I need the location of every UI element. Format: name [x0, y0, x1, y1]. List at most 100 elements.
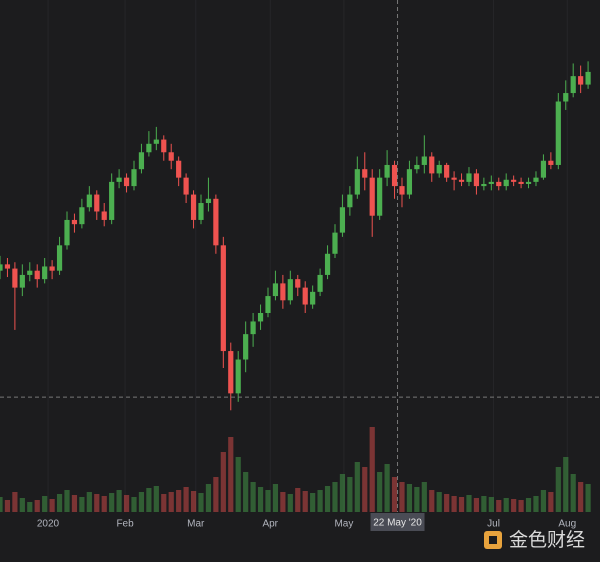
volume-bar [429, 490, 435, 512]
volume-bar [213, 477, 219, 512]
candle-body [429, 156, 435, 174]
volume-bar [339, 474, 346, 512]
candle-body [421, 156, 427, 165]
candle-body [384, 164, 390, 178]
candle-body [220, 245, 226, 352]
volume-bar [511, 499, 517, 512]
candle-body [451, 177, 457, 180]
volume-bar [466, 495, 472, 512]
volume-bar [518, 500, 524, 512]
volume-bar [444, 494, 450, 512]
candle-body [257, 312, 264, 322]
volume-bar [27, 502, 33, 512]
volume-bar [176, 490, 182, 512]
candle-body [131, 169, 137, 187]
volume-bar [101, 496, 107, 512]
volume-bar [496, 500, 502, 512]
volume-bar [131, 497, 137, 512]
candle-body [391, 164, 398, 187]
volume-bar [4, 500, 11, 512]
candle-body [488, 181, 494, 184]
volume-bar [205, 484, 212, 512]
candle-body [168, 152, 174, 161]
candle-body [79, 207, 85, 225]
candle-body [362, 169, 368, 178]
volume-bar [369, 427, 375, 512]
volume-bar [555, 467, 561, 512]
volume-bar [548, 492, 554, 512]
candle-body [287, 279, 293, 301]
volume-bar [280, 492, 286, 512]
candle-body [138, 152, 145, 170]
volume-bar [34, 500, 40, 512]
candle-body [205, 198, 212, 204]
volume-bar [183, 487, 189, 512]
candle-body [243, 334, 249, 360]
volume-bar [86, 492, 92, 512]
candle-body [511, 179, 517, 182]
volume-bar [354, 462, 360, 512]
candle-layer [0, 61, 591, 411]
candle-body [101, 211, 107, 220]
volume-bar [42, 496, 48, 512]
x-tick-label: Aug [558, 519, 576, 530]
volume-bar [109, 493, 115, 512]
volume-bar [570, 474, 576, 512]
candle-body [116, 177, 122, 182]
x-tick-label: May [334, 519, 353, 530]
x-tick-label: Jul [487, 519, 500, 530]
volume-bar [391, 477, 398, 512]
candle-body [295, 279, 301, 288]
crosshair-label: 22 May '20 [373, 518, 422, 529]
x-tick-label: Feb [116, 519, 134, 530]
volume-bar [317, 490, 323, 512]
watermark-text: 金色财经 [509, 529, 585, 551]
candle-body [109, 181, 115, 220]
candle-body [518, 181, 524, 184]
candle-body [399, 186, 405, 195]
candle-body [183, 177, 189, 195]
volume-bar [406, 484, 413, 512]
volume-bar [362, 467, 368, 512]
candle-body [71, 219, 78, 225]
candle-body [176, 160, 182, 178]
candle-body [406, 169, 413, 195]
candle-body [339, 207, 346, 233]
candle-body [213, 198, 219, 246]
candle-body [280, 283, 286, 301]
volume-bar [295, 488, 301, 512]
volume-bar [94, 494, 100, 512]
candle-body [540, 160, 547, 178]
volume-bar [332, 482, 338, 512]
candle-body [466, 173, 472, 182]
volume-bar [265, 490, 271, 512]
volume-bar [533, 496, 539, 512]
volume-bar [56, 494, 63, 512]
volume-bar [153, 486, 159, 512]
candle-body [19, 274, 25, 288]
volume-bar [190, 491, 197, 512]
volume-bar [220, 452, 226, 512]
volume-bar [287, 494, 293, 512]
volume-bar [198, 493, 204, 512]
candle-body [548, 160, 554, 165]
candle-body [458, 179, 465, 182]
crosshair-label-box [370, 513, 425, 531]
candle-body [228, 351, 234, 394]
volume-bar [540, 490, 547, 512]
candle-body [563, 93, 569, 102]
volume-bar [525, 498, 532, 512]
volume-bar [399, 482, 405, 512]
volume-bar [585, 484, 591, 512]
volume-bar [488, 497, 494, 512]
volume-bar [384, 464, 390, 512]
volume-bar [324, 486, 331, 512]
volume-bar [451, 496, 457, 512]
candle-body [302, 287, 308, 305]
volume-bar [436, 492, 442, 512]
volume-bar [49, 499, 55, 512]
candle-body [525, 181, 532, 184]
candle-body [585, 71, 591, 85]
candle-body [49, 266, 55, 271]
